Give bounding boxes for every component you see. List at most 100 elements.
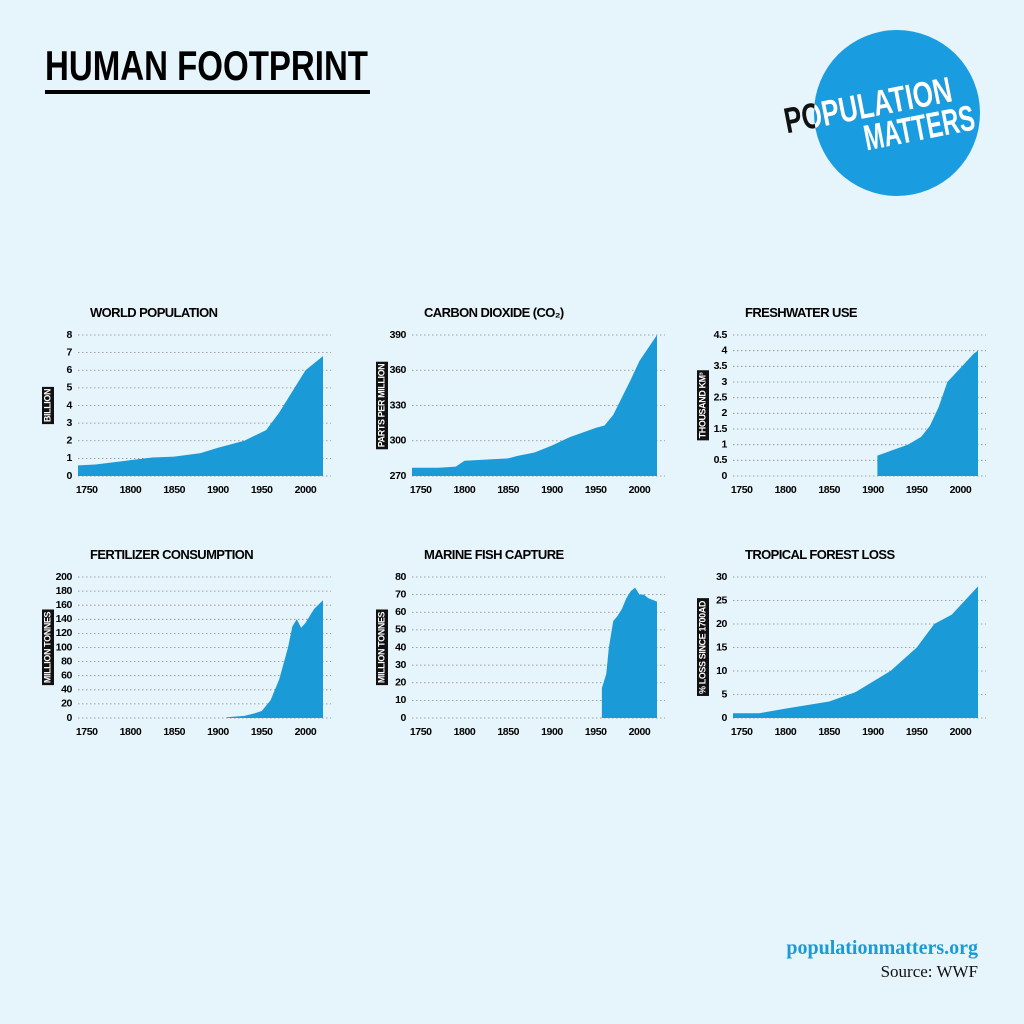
y-tick-label: 4	[67, 399, 73, 411]
title-underline	[45, 90, 370, 94]
x-tick-label: 1750	[731, 726, 753, 738]
y-tick-label: 2.5	[714, 391, 728, 403]
x-tick-label: 1750	[76, 726, 98, 738]
x-tick-label: 1800	[775, 726, 797, 738]
y-tick-label: 30	[716, 571, 727, 583]
x-tick-label: 2000	[950, 484, 972, 496]
y-tick-label: 4	[722, 344, 728, 356]
y-tick-label: 180	[56, 585, 73, 597]
area	[226, 600, 323, 718]
x-tick-label: 1750	[410, 726, 432, 738]
y-tick-label: 1.5	[714, 423, 728, 435]
y-tick-label: 40	[395, 641, 406, 653]
x-tick-label: 1950	[585, 726, 607, 738]
x-tick-label: 1900	[207, 484, 229, 496]
y-tick-label: 10	[716, 665, 727, 677]
x-tick-label: 1800	[120, 484, 142, 496]
x-tick-label: 1950	[906, 484, 928, 496]
y-tick-label: 140	[56, 613, 73, 625]
y-tick-label: 300	[390, 435, 407, 447]
y-tick-label: 160	[56, 599, 73, 611]
y-axis-label: MILLION TONNES	[376, 609, 388, 686]
y-axis-label: BILLION	[42, 386, 54, 425]
y-tick-label: 5	[722, 688, 728, 700]
x-tick-label: 2000	[950, 726, 972, 738]
y-tick-label: 7	[67, 346, 73, 358]
y-tick-label: 80	[61, 655, 72, 667]
y-tick-label: 0	[401, 712, 407, 724]
chart: CARBON DIOXIDE (CO₂) 270 300 330 360 390 1750 1…	[376, 305, 665, 496]
chart: FERTILIZER CONSUMPTION 0 20 40 60 80 100 120 140…	[42, 547, 331, 738]
x-tick-label: 1850	[497, 726, 519, 738]
x-tick-label: 1950	[251, 484, 273, 496]
y-tick-label: 20	[395, 677, 406, 689]
y-tick-label: 270	[390, 470, 407, 482]
chart: TROPICAL FOREST LOSS 0 5 10 15 20 25 30 1750 1800…	[697, 547, 986, 738]
y-tick-label: 10	[395, 694, 406, 706]
y-tick-label: 3	[67, 417, 73, 429]
website: populationmatters.org	[786, 937, 978, 959]
chart-title: WORLD POPULATION	[90, 305, 218, 320]
y-tick-label: 3	[722, 376, 728, 388]
x-tick-label: 1950	[251, 726, 273, 738]
y-tick-label: 0	[67, 470, 73, 482]
y-axis-label: PARTS PER MILLION	[376, 361, 388, 450]
x-tick-label: 1800	[120, 726, 142, 738]
y-tick-label: 0.5	[714, 454, 728, 466]
y-axis-label-text: BILLION	[42, 389, 52, 422]
y-tick-label: 1	[722, 438, 728, 450]
y-tick-label: 70	[395, 588, 406, 600]
y-tick-label: 15	[716, 641, 727, 653]
y-tick-label: 4.5	[714, 329, 728, 341]
y-tick-label: 60	[61, 669, 72, 681]
y-tick-label: 2	[722, 407, 728, 419]
y-tick-label: 80	[395, 571, 406, 583]
y-tick-label: 330	[390, 399, 407, 411]
x-tick-label: 2000	[295, 484, 317, 496]
y-tick-label: 120	[56, 627, 73, 639]
x-tick-label: 1900	[541, 484, 563, 496]
x-tick-label: 2000	[295, 726, 317, 738]
y-tick-label: 30	[395, 659, 406, 671]
chart: MARINE FISH CAPTURE 0 10 20 30 40 50 60 70 80 1750…	[376, 547, 665, 738]
x-tick-label: 1900	[862, 484, 884, 496]
x-tick-label: 1950	[906, 726, 928, 738]
y-tick-label: 200	[56, 571, 73, 583]
area	[877, 350, 978, 476]
chart-title: FRESHWATER USE	[745, 305, 858, 320]
page-title: HUMAN FOOTPRINT	[45, 42, 368, 89]
area	[601, 587, 657, 718]
y-tick-label: 40	[61, 684, 72, 696]
y-tick-label: 50	[395, 624, 406, 636]
y-tick-label: 0	[722, 712, 728, 724]
x-tick-label: 1800	[775, 484, 797, 496]
y-axis-label: THOUSAND KM³	[697, 370, 709, 441]
x-tick-label: 1750	[410, 484, 432, 496]
area	[412, 335, 657, 476]
y-tick-label: 0	[722, 470, 728, 482]
x-tick-label: 2000	[629, 484, 651, 496]
source: Source: WWF	[881, 962, 978, 981]
y-tick-label: 3.5	[714, 360, 728, 372]
x-tick-label: 1850	[163, 726, 185, 738]
y-tick-label: 20	[61, 698, 72, 710]
x-tick-label: 1850	[497, 484, 519, 496]
y-tick-label: 390	[390, 329, 407, 341]
x-tick-label: 1900	[541, 726, 563, 738]
y-axis-label-box	[697, 370, 709, 441]
x-tick-label: 1750	[731, 484, 753, 496]
x-tick-label: 1850	[818, 484, 840, 496]
y-axis-label-text: % LOSS SINCE 1700AD	[697, 600, 707, 694]
y-tick-label: 6	[67, 364, 73, 376]
chart-title: CARBON DIOXIDE (CO₂)	[424, 305, 564, 320]
y-tick-label: 5	[67, 382, 73, 394]
chart-title: MARINE FISH CAPTURE	[424, 547, 564, 562]
chart: FRESHWATER USE 0 0.5 1 1.5 2 2.5 3 3.5 4 4.5 1750 18…	[697, 305, 986, 496]
y-axis-label: % LOSS SINCE 1700AD	[697, 598, 709, 696]
y-axis-label-box	[697, 598, 709, 696]
x-tick-label: 1900	[862, 726, 884, 738]
y-tick-label: 0	[67, 712, 73, 724]
y-axis-label-box	[376, 361, 388, 450]
x-tick-label: 1850	[163, 484, 185, 496]
